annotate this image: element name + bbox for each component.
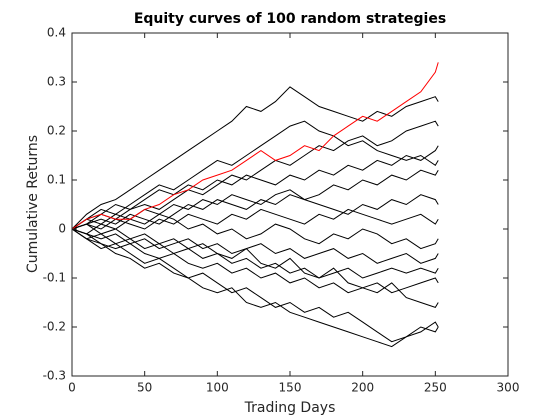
y-tick-label: -0.2 (43, 320, 66, 334)
equity-curve (71, 228, 439, 343)
y-tick-label: -0.1 (43, 271, 66, 285)
x-tick-label: 50 (137, 381, 152, 395)
equity-curve (71, 208, 439, 230)
y-tick-label: 0.1 (47, 173, 66, 187)
chart-title: Equity curves of 100 random strategies (134, 11, 446, 27)
equity-curve (71, 120, 439, 230)
y-tick-label: 0 (58, 222, 66, 236)
y-axis-label: Cumulative Returns (25, 135, 41, 273)
equity-curve (71, 228, 439, 294)
equity-curve (71, 223, 439, 309)
equity-curve (71, 62, 439, 230)
equity-curve (71, 120, 439, 230)
equity-curve (71, 213, 439, 250)
x-tick-label: 300 (497, 381, 520, 395)
x-tick-label: 0 (68, 381, 76, 395)
equity-curve (71, 228, 439, 279)
x-axis-label: Trading Days (244, 400, 336, 416)
equity-curve (71, 228, 439, 348)
x-tick-label: 200 (351, 381, 374, 395)
y-tick-label: -0.3 (43, 369, 66, 383)
x-tick-label: 100 (206, 381, 229, 395)
y-tick-label: 0.3 (47, 75, 66, 89)
y-tick-label: 0.2 (47, 124, 66, 138)
x-tick-label: 150 (279, 381, 302, 395)
equity-curve (71, 145, 439, 230)
x-tick-label: 250 (424, 381, 447, 395)
y-tick-label: 0.4 (47, 26, 66, 40)
